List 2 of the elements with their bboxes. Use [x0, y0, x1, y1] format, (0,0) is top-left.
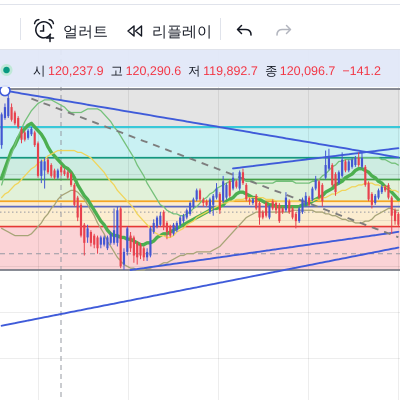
annotation: 얼러트: [63, 24, 108, 40]
annotation: 리플레이: [152, 24, 212, 40]
